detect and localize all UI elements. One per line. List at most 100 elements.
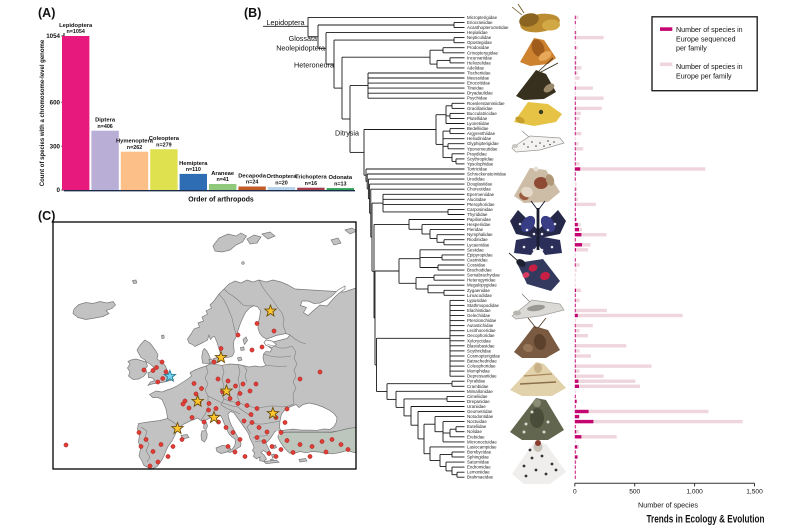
svg-text:Coleophoridae: Coleophoridae <box>467 364 496 369</box>
svg-text:n=20: n=20 <box>275 180 287 186</box>
svg-text:Epipyropidae: Epipyropidae <box>467 252 493 257</box>
svg-text:Tineidae: Tineidae <box>467 86 484 91</box>
svg-text:0: 0 <box>57 187 61 194</box>
svg-text:Saturniidae: Saturniidae <box>467 460 490 465</box>
svg-text:Micronoctuidae: Micronoctuidae <box>467 439 497 444</box>
svg-text:Carposinidae: Carposinidae <box>467 207 493 212</box>
svg-text:Ypsolophidae: Ypsolophidae <box>467 161 494 166</box>
svg-text:Trichoptera: Trichoptera <box>295 175 327 181</box>
svg-text:600: 600 <box>50 100 61 107</box>
svg-text:Tortricidae: Tortricidae <box>467 167 488 172</box>
svg-text:Heliodinidae: Heliodinidae <box>467 136 492 141</box>
svg-text:Blastobasidae: Blastobasidae <box>467 343 495 348</box>
svg-text:1,000: 1,000 <box>686 489 703 496</box>
svg-text:Lyonetiidae: Lyonetiidae <box>467 121 490 126</box>
svg-text:Gelechiidae: Gelechiidae <box>467 313 491 318</box>
svg-text:(B): (B) <box>244 6 261 20</box>
svg-text:Bedelliidae: Bedelliidae <box>467 126 489 131</box>
svg-text:Prodoxidae: Prodoxidae <box>467 45 490 50</box>
svg-text:Lycaenidae: Lycaenidae <box>467 242 490 247</box>
svg-text:(A): (A) <box>38 6 55 20</box>
svg-text:Thyrididae: Thyrididae <box>467 212 488 217</box>
svg-text:n=110: n=110 <box>186 167 201 173</box>
svg-text:Lypusidae: Lypusidae <box>467 298 487 303</box>
svg-text:Lepidoptera: Lepidoptera <box>267 18 305 27</box>
svg-text:Heliozelidae: Heliozelidae <box>467 60 491 65</box>
svg-text:Brahmaeidae: Brahmaeidae <box>467 475 494 480</box>
svg-text:Drepanidae: Drepanidae <box>467 399 490 404</box>
svg-text:Douglasiidae: Douglasiidae <box>467 182 493 187</box>
svg-text:Pieridae: Pieridae <box>467 227 484 232</box>
svg-text:Europe sequenced: Europe sequenced <box>676 35 736 43</box>
svg-text:Endromidae: Endromidae <box>467 465 491 470</box>
svg-text:Number of species: Number of species <box>638 501 698 510</box>
svg-text:Schreckensteiniidae: Schreckensteiniidae <box>467 172 507 177</box>
svg-text:Momphidae: Momphidae <box>467 369 490 374</box>
svg-text:n=41: n=41 <box>216 177 228 183</box>
svg-text:n=406: n=406 <box>97 124 112 130</box>
svg-text:Argyresthiidae: Argyresthiidae <box>467 131 496 136</box>
svg-text:Coleoptera: Coleoptera <box>149 136 180 142</box>
svg-text:Glyphipterigidae: Glyphipterigidae <box>467 141 499 146</box>
svg-text:Epermeniidae: Epermeniidae <box>467 192 495 197</box>
svg-text:Pterolonchidae: Pterolonchidae <box>467 318 497 323</box>
svg-text:Hymenoptera: Hymenoptera <box>116 139 154 145</box>
svg-text:Xyloryctidae: Xyloryctidae <box>467 338 491 343</box>
svg-text:Depressariidae: Depressariidae <box>467 374 497 379</box>
svg-text:Zygaenidae: Zygaenidae <box>467 288 491 293</box>
svg-text:Scythrididae: Scythrididae <box>467 348 492 353</box>
svg-text:Lepidoptera: Lepidoptera <box>59 23 93 29</box>
svg-text:Nepticulidae: Nepticulidae <box>467 35 492 40</box>
svg-text:n=16: n=16 <box>305 181 317 187</box>
svg-text:Eriocottidae: Eriocottidae <box>467 81 491 86</box>
svg-text:n=13: n=13 <box>334 181 346 187</box>
svg-text:Psychidae: Psychidae <box>467 96 488 101</box>
svg-text:Acanthopteroctetidae: Acanthopteroctetidae <box>467 25 509 30</box>
svg-text:Pterophoridae: Pterophoridae <box>467 202 495 207</box>
svg-text:Lecithoceridae: Lecithoceridae <box>467 328 496 333</box>
svg-text:Autostichidae: Autostichidae <box>467 323 494 328</box>
svg-text:Erebidae: Erebidae <box>467 434 485 439</box>
svg-text:Opostegidae: Opostegidae <box>467 40 492 45</box>
svg-text:Sesiidae: Sesiidae <box>467 247 484 252</box>
svg-text:0: 0 <box>573 489 577 496</box>
svg-text:Elachistidae: Elachistidae <box>467 308 491 313</box>
svg-text:Incurvariidae: Incurvariidae <box>467 55 493 60</box>
svg-text:Megalopygidae: Megalopygidae <box>467 283 497 288</box>
svg-text:Bucculatricidae: Bucculatricidae <box>467 111 497 116</box>
svg-text:Diptera: Diptera <box>95 118 116 124</box>
svg-text:Notodontidae: Notodontidae <box>467 414 494 419</box>
svg-text:Yponomeutidae: Yponomeutidae <box>467 146 498 151</box>
svg-text:n=1054: n=1054 <box>66 29 84 35</box>
svg-text:Tischeriidae: Tischeriidae <box>467 71 491 76</box>
svg-text:Number of species in: Number of species in <box>676 26 743 34</box>
svg-text:Cimeliidae: Cimeliidae <box>467 394 488 399</box>
svg-text:Scythropiidae: Scythropiidae <box>467 156 494 161</box>
svg-text:Number of species in: Number of species in <box>676 63 743 71</box>
svg-text:Cosmopterigidae: Cosmopterigidae <box>467 354 501 359</box>
svg-text:Lasiocampidae: Lasiocampidae <box>467 444 497 449</box>
svg-text:Decapoda: Decapoda <box>238 174 266 180</box>
svg-text:Roeslerstammiidae: Roeslerstammiidae <box>467 101 505 106</box>
svg-text:Alucitidae: Alucitidae <box>467 197 487 202</box>
svg-text:Castniidae: Castniidae <box>467 257 488 262</box>
svg-text:Mimallonidae: Mimallonidae <box>467 389 493 394</box>
svg-text:Bombycidae: Bombycidae <box>467 450 492 455</box>
svg-text:Heteroneura: Heteroneura <box>294 61 334 70</box>
svg-text:Europe per family: Europe per family <box>676 73 732 81</box>
svg-text:Neolepidoptera: Neolepidoptera <box>276 44 325 53</box>
svg-text:Orthoptera: Orthoptera <box>267 174 298 180</box>
svg-text:500: 500 <box>629 489 640 496</box>
svg-text:Hemiptera: Hemiptera <box>179 161 208 167</box>
svg-text:Dryadaulidae: Dryadaulidae <box>467 91 493 96</box>
svg-text:Odonata: Odonata <box>329 175 353 181</box>
svg-text:Gracillariidae: Gracillariidae <box>467 106 493 111</box>
svg-text:per family: per family <box>676 45 707 53</box>
svg-text:Urodidae: Urodidae <box>467 177 485 182</box>
svg-text:Nymphalidae: Nymphalidae <box>467 232 493 237</box>
svg-text:Plutellidae: Plutellidae <box>467 116 488 121</box>
svg-text:Heterogynidae: Heterogynidae <box>467 278 496 283</box>
svg-text:Ditrysia: Ditrysia <box>335 129 359 138</box>
svg-text:(C): (C) <box>38 209 55 223</box>
svg-text:Cossidae: Cossidae <box>467 263 486 268</box>
